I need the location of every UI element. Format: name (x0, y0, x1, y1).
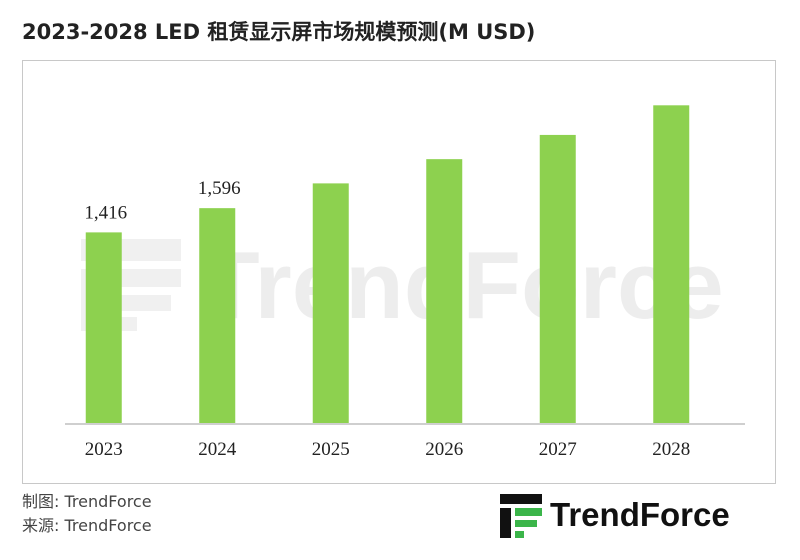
data-label: 1,416 (84, 202, 127, 223)
bar-2028 (653, 105, 690, 424)
chart-frame: TrendForce 2023 2024 2025 2026 2027 2028 1,41… (22, 60, 776, 484)
watermark-text: TrendForce (201, 232, 724, 339)
x-tick-label: 2024 (198, 439, 237, 460)
chart-credit: 制图: TrendForce (22, 492, 152, 511)
x-tick-label: 2023 (85, 439, 123, 460)
bar-chart: 2023 2024 2025 2026 2027 2028 1,416 1,596 (65, 105, 745, 460)
bar-2027 (539, 134, 576, 423)
brand-name: TrendForce (550, 496, 730, 533)
brand-logo: TrendForce (498, 492, 782, 542)
bar-2023 (85, 232, 122, 423)
bar-2026 (426, 159, 463, 423)
x-tick-label: 2028 (652, 439, 690, 460)
x-tick-label: 2025 (312, 439, 350, 460)
watermark: TrendForce (81, 232, 724, 339)
source-credit: 来源: TrendForce (22, 516, 152, 535)
bar-2025 (312, 183, 349, 423)
footer: 制图: TrendForce 来源: TrendForce (22, 490, 152, 538)
bar-2024 (199, 208, 236, 423)
x-tick-label: 2027 (539, 439, 577, 460)
trendforce-logo-icon (500, 494, 542, 538)
data-label: 1,596 (198, 178, 241, 199)
x-tick-label: 2026 (425, 439, 463, 460)
chart-title: 2023-2028 LED 租赁显示屏市场规模预测(M USD) (22, 20, 536, 44)
